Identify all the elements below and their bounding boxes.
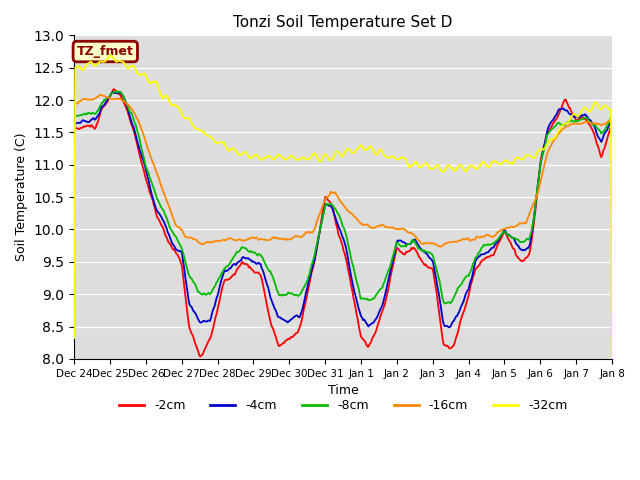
Y-axis label: Soil Temperature (C): Soil Temperature (C) bbox=[15, 133, 28, 262]
Legend: -2cm, -4cm, -8cm, -16cm, -32cm: -2cm, -4cm, -8cm, -16cm, -32cm bbox=[114, 395, 572, 418]
Title: Tonzi Soil Temperature Set D: Tonzi Soil Temperature Set D bbox=[234, 15, 452, 30]
Text: TZ_fmet: TZ_fmet bbox=[77, 45, 134, 58]
X-axis label: Time: Time bbox=[328, 384, 358, 397]
